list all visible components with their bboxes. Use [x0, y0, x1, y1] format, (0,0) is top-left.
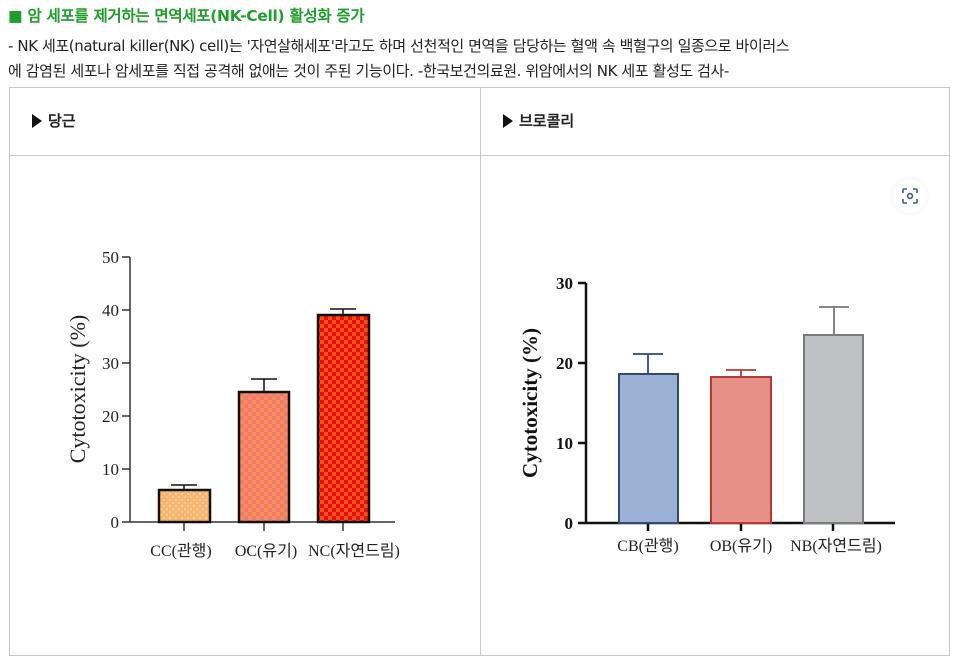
header-divider [10, 155, 949, 156]
lens-scan-icon [902, 188, 918, 204]
headline: ■ 암 세포를 제거하는 면역세포(NK-Cell) 활성화 증가 [8, 7, 365, 25]
triangle-right-icon [503, 113, 513, 128]
description-line-1: - NK 세포(natural killer(NK) cell)는 '자연살해세… [8, 37, 790, 55]
triangle-right-icon [32, 113, 42, 128]
right-header-label: 브로콜리 [519, 112, 575, 130]
column-divider [480, 88, 481, 655]
comparison-table: 당근 브로콜리 [9, 87, 950, 656]
description-line-2: 에 감염된 세포나 암세포를 직접 공격해 없애는 것이 주된 기능이다. -한… [8, 62, 729, 80]
left-column-header: 당근 [32, 110, 76, 131]
left-header-label: 당근 [48, 112, 76, 130]
description: - NK 세포(natural killer(NK) cell)는 '자연살해세… [8, 34, 958, 84]
image-search-button[interactable] [893, 179, 927, 213]
right-column-header: 브로콜리 [503, 110, 574, 131]
